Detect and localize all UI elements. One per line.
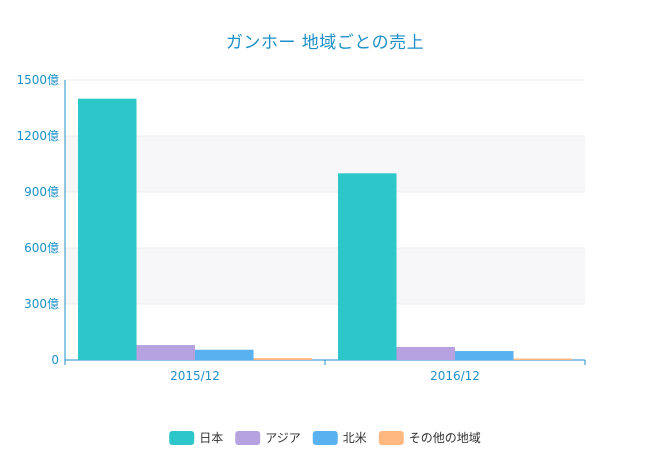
y-tick-label: 1200億 xyxy=(16,129,59,143)
legend-swatch-4[interactable] xyxy=(378,431,404,445)
grid-band xyxy=(65,248,585,304)
bar-4-1[interactable] xyxy=(253,358,313,360)
legend-swatch-1[interactable] xyxy=(169,431,195,445)
y-tick-label: 0 xyxy=(51,353,59,367)
grid-band xyxy=(65,136,585,192)
y-tick-label: 1500億 xyxy=(16,73,59,87)
legend-label-4[interactable]: その他の地域 xyxy=(409,431,481,445)
legend-label-1[interactable]: 日本 xyxy=(199,431,223,445)
x-tick-label: 2015/12 xyxy=(170,369,220,383)
bar-1-1[interactable] xyxy=(78,98,137,361)
y-tick-label: 300億 xyxy=(24,297,59,311)
bar-3-2[interactable] xyxy=(455,351,514,360)
x-tick-label: 2016/12 xyxy=(430,369,480,383)
bar-4-2[interactable] xyxy=(513,358,573,360)
bar-1-2[interactable] xyxy=(338,173,397,360)
grid-band xyxy=(65,192,585,248)
bar-3-1[interactable] xyxy=(195,349,254,360)
legend-label-3[interactable]: 北米 xyxy=(343,431,367,445)
chart-title: ガンホー 地域ごとの売上 xyxy=(225,33,425,53)
y-tick-label: 900億 xyxy=(24,185,59,199)
legend-swatch-2[interactable] xyxy=(235,431,261,445)
bar-2-1[interactable] xyxy=(136,345,196,360)
bar-2-2[interactable] xyxy=(396,346,456,360)
legend-swatch-3[interactable] xyxy=(312,431,338,445)
y-tick-label: 600億 xyxy=(24,241,59,255)
legend-label-2[interactable]: アジア xyxy=(265,431,301,445)
grid-band xyxy=(65,80,585,136)
